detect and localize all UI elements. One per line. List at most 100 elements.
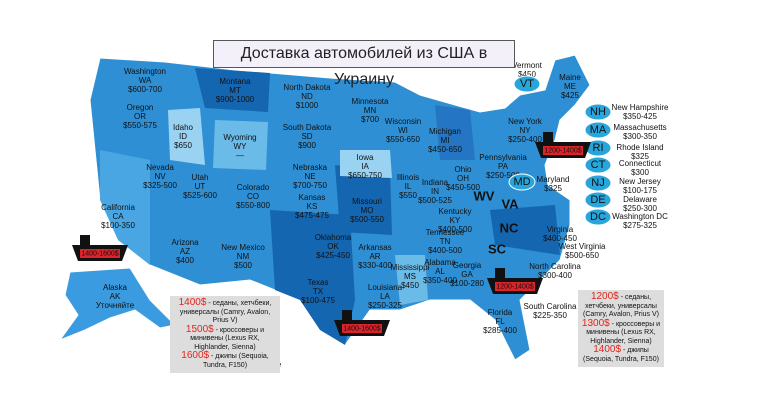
state-price: $1000 bbox=[296, 101, 319, 110]
ship-cabin bbox=[495, 268, 505, 278]
state-abbr: WY bbox=[234, 142, 248, 151]
state-name: Virginia bbox=[547, 225, 574, 234]
legend-text: - кроссоверы и минивены bbox=[190, 326, 265, 343]
state-price: $475-475 bbox=[295, 211, 329, 220]
badge bbox=[513, 75, 541, 93]
state-abbr: ME bbox=[564, 82, 576, 91]
state-abbr: NM bbox=[237, 252, 250, 261]
legend-text: - джипы bbox=[622, 347, 649, 354]
state-abbr: ID bbox=[179, 132, 187, 141]
state-abbr: AR bbox=[369, 252, 380, 261]
state-name: New Jersey bbox=[619, 177, 661, 186]
state-price: $300 bbox=[631, 168, 649, 177]
map-abbr: NC bbox=[500, 220, 519, 235]
state-abbr: WI bbox=[398, 126, 408, 135]
state-abbr: MS bbox=[404, 272, 416, 281]
region-light bbox=[395, 255, 428, 305]
badge bbox=[584, 208, 612, 226]
state-name: North Carolina bbox=[529, 262, 581, 271]
state-name: Maryland bbox=[537, 175, 570, 184]
state-abbr: WA bbox=[139, 76, 152, 85]
region-dark bbox=[270, 210, 355, 345]
state-name: Utah bbox=[192, 173, 209, 182]
state-name: Rhode Island bbox=[616, 143, 663, 152]
state-abbr: OK bbox=[327, 242, 339, 251]
legend-text: - седаны, хетчбеки, универсалы bbox=[585, 294, 657, 310]
state-name: Alabama bbox=[424, 258, 456, 267]
state-price: $425-450 bbox=[316, 251, 350, 260]
state-name: South Dakota bbox=[283, 123, 332, 132]
state-price: $450-500 bbox=[446, 183, 480, 192]
state-price: $300-400 bbox=[538, 271, 572, 280]
state-price: $425 bbox=[561, 91, 579, 100]
legend-item: 1600$ - джипы (Sequoia, Tundra, F150) bbox=[172, 351, 278, 370]
state-price: Уточняйте bbox=[96, 301, 135, 310]
state-name: Washington bbox=[124, 67, 166, 76]
state-abbr: MN bbox=[364, 106, 377, 115]
badge bbox=[584, 103, 612, 121]
badge-label: DE bbox=[590, 194, 605, 206]
state-name: New Hampshire bbox=[612, 103, 669, 112]
state-name: Nebraska bbox=[293, 163, 328, 172]
state-price: $700 bbox=[361, 115, 379, 124]
state-abbr: MT bbox=[229, 86, 241, 95]
legend-item: 1200$ - седаны, хетчбеки, универсалы (Ca… bbox=[580, 291, 662, 320]
state-name: Kansas bbox=[299, 193, 326, 202]
state-name: Mississippi bbox=[391, 263, 430, 272]
state-price: $550-575 bbox=[123, 121, 157, 130]
state-price: $325 bbox=[631, 152, 649, 161]
legend-text: - седаны, хетчбеки, универсалы bbox=[179, 300, 272, 316]
ship-label: 1400-1600$ bbox=[343, 325, 380, 332]
badge-label: CT bbox=[591, 159, 606, 171]
state-price: $525-600 bbox=[183, 191, 217, 200]
price-legend: 1200$ - седаны, хетчбеки, универсалы (Ca… bbox=[578, 290, 664, 367]
state-abbr: FL bbox=[495, 317, 505, 326]
state-price: $500-525 bbox=[418, 196, 452, 205]
map-abbr: VA bbox=[501, 196, 519, 211]
state-price: $700-750 bbox=[293, 181, 327, 190]
state-price: $900 bbox=[298, 141, 316, 150]
state-price: $100-175 bbox=[623, 186, 657, 195]
region-mid bbox=[435, 105, 475, 160]
legend-models: (Lexus RX, Highlander, Sienna) bbox=[194, 335, 260, 351]
ship-label-bg bbox=[495, 282, 535, 291]
state-abbr: NV bbox=[154, 172, 166, 181]
ship-label: 1200-1400$ bbox=[544, 147, 581, 154]
state-name: New Mexico bbox=[221, 243, 265, 252]
state-price: $250-325 bbox=[368, 301, 402, 310]
state-name: Massachusetts bbox=[613, 123, 666, 132]
badge bbox=[584, 121, 612, 139]
state-price: $400 bbox=[176, 256, 194, 265]
state-abbr: SD bbox=[301, 132, 312, 141]
state-abbr: GA bbox=[461, 270, 473, 279]
state-name: Florida bbox=[488, 308, 513, 317]
state-name: Washington DC bbox=[612, 212, 668, 221]
state-price: $225-350 bbox=[533, 311, 567, 320]
legend-price: 1400$ bbox=[178, 297, 207, 308]
badge bbox=[508, 173, 536, 191]
region-dark bbox=[490, 205, 560, 255]
state-price: $100-280 bbox=[450, 279, 484, 288]
state-name: Wisconsin bbox=[385, 117, 421, 126]
state-name: Minnesota bbox=[352, 97, 389, 106]
state-name: Iowa bbox=[357, 153, 374, 162]
state-price: $400-450 bbox=[543, 234, 577, 243]
badge bbox=[584, 174, 612, 192]
state-price: — bbox=[236, 151, 244, 160]
legend-price: 1300$ bbox=[581, 317, 610, 329]
state-price: $250-400 bbox=[508, 135, 542, 144]
state-name: Alaska bbox=[103, 283, 128, 292]
state-abbr: KY bbox=[450, 216, 461, 225]
state-price: $500-550 bbox=[350, 215, 384, 224]
state-name: California bbox=[101, 203, 135, 212]
state-abbr: KS bbox=[307, 202, 318, 211]
badge-label: VT bbox=[520, 78, 534, 90]
state-name: Colorado bbox=[237, 183, 270, 192]
ship-cabin bbox=[543, 132, 553, 142]
state-abbr: AZ bbox=[180, 247, 190, 256]
state-price: $325 bbox=[544, 184, 562, 193]
region-dark bbox=[195, 68, 270, 112]
legend-price: 1200$ bbox=[590, 291, 619, 302]
state-name: West Virginia bbox=[559, 242, 606, 251]
state-abbr: LA bbox=[380, 292, 390, 301]
